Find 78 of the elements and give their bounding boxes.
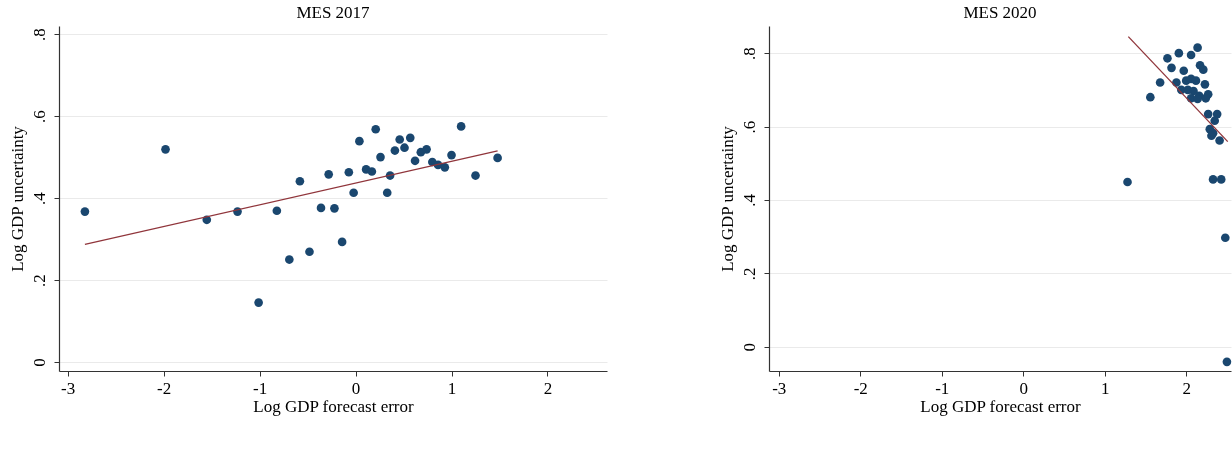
point xyxy=(1189,86,1198,96)
point xyxy=(1163,53,1172,63)
point xyxy=(1123,177,1132,187)
point xyxy=(422,145,431,154)
point xyxy=(1179,66,1189,76)
x-axis-title: Log GDP forecast error xyxy=(920,396,1081,416)
point xyxy=(493,153,502,163)
x-tick-label: -3 xyxy=(61,378,76,398)
y-axis-title: Log GDP uncertainty xyxy=(7,125,27,272)
point xyxy=(1200,80,1210,89)
x-tick-label: 2 xyxy=(1182,378,1191,398)
y-axis-title: Log GDP uncertainty xyxy=(717,125,737,272)
y-tick-label: .2 xyxy=(739,267,759,281)
y-tick-label: .8 xyxy=(29,28,49,42)
point xyxy=(1201,93,1211,103)
point xyxy=(254,298,263,307)
point xyxy=(440,163,450,172)
point xyxy=(285,255,294,264)
point xyxy=(349,188,358,198)
point xyxy=(1215,136,1224,145)
x-tick-label: -1 xyxy=(253,378,268,398)
x-tick-label: 1 xyxy=(1100,378,1110,398)
point xyxy=(80,207,90,216)
point xyxy=(1208,175,1218,184)
point xyxy=(337,237,347,247)
y-tick-label: .4 xyxy=(739,193,759,207)
point xyxy=(1203,109,1213,119)
point xyxy=(447,150,456,160)
point xyxy=(1193,43,1202,52)
point xyxy=(376,152,385,162)
point xyxy=(1222,357,1232,367)
x-tick-label: 2 xyxy=(543,378,553,398)
point xyxy=(1220,233,1230,243)
point xyxy=(395,135,405,144)
point xyxy=(330,204,339,213)
point xyxy=(405,133,415,143)
point xyxy=(324,170,334,179)
x-tick-label: 1 xyxy=(447,378,457,398)
x-tick-label: -2 xyxy=(853,378,868,398)
y-tick-label: .2 xyxy=(29,274,49,287)
point xyxy=(1146,92,1155,102)
point xyxy=(382,188,392,198)
x-tick-label: -2 xyxy=(157,378,172,398)
y-tick-label: .4 xyxy=(29,191,49,205)
y-tick-label: .6 xyxy=(29,110,49,124)
y-tick-label: 0 xyxy=(739,343,759,352)
x-tick-label: -3 xyxy=(772,378,787,398)
chart-title: MES 2020 xyxy=(963,3,1037,22)
point xyxy=(1155,78,1165,87)
point xyxy=(295,176,305,186)
point xyxy=(161,145,170,154)
point xyxy=(471,171,480,180)
y-tick-label: 0 xyxy=(29,358,49,367)
point xyxy=(1216,175,1226,184)
point xyxy=(1198,65,1208,74)
point xyxy=(371,124,381,134)
point xyxy=(367,167,377,176)
point xyxy=(390,146,400,155)
x-tick-label: -1 xyxy=(935,378,950,398)
y-tick-label: .8 xyxy=(739,47,759,61)
x-tick-label: 0 xyxy=(1019,378,1028,398)
point xyxy=(400,143,409,153)
point xyxy=(355,136,364,146)
x-tick-label: 0 xyxy=(351,378,361,398)
point xyxy=(1186,50,1196,60)
x-axis-title: Log GDP forecast error xyxy=(253,396,414,416)
point xyxy=(1167,63,1176,73)
point xyxy=(316,203,326,213)
point xyxy=(272,206,282,216)
point xyxy=(1174,48,1184,58)
chart-title: MES 2017 xyxy=(296,3,371,22)
point xyxy=(456,122,466,131)
point xyxy=(410,156,420,166)
point xyxy=(1210,116,1220,126)
point xyxy=(344,167,354,177)
y-tick-label: .6 xyxy=(739,120,759,134)
point xyxy=(305,247,314,257)
point xyxy=(1191,76,1201,86)
